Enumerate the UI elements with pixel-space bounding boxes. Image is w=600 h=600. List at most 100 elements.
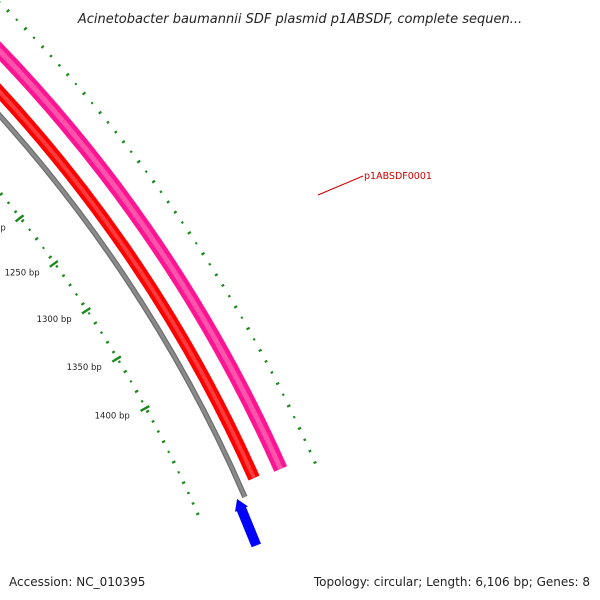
gc-tick	[177, 470, 181, 474]
gc-tick	[308, 449, 312, 453]
gc-tick	[187, 230, 192, 235]
gc-tick	[41, 246, 45, 250]
summary-text: Topology: circular; Length: 6,106 bp; Ge…	[313, 575, 590, 589]
backbone-ring	[0, 113, 247, 498]
position-label: 1350 bp	[67, 363, 102, 373]
gc-tick	[93, 321, 98, 325]
gc-tick	[166, 200, 170, 204]
gc-tick	[151, 179, 156, 184]
gc-tick	[48, 255, 53, 260]
gene-p1ABSDF0001-highlight	[0, 47, 283, 470]
gene-label-leader-line	[317, 175, 364, 196]
gc-content-inner-ticks	[0, 192, 200, 516]
gc-tick	[74, 292, 79, 296]
gc-tick	[194, 241, 198, 245]
accession-text: Accession: NC_010395	[9, 575, 145, 589]
gc-tick	[90, 101, 94, 105]
gc-tick	[0, 192, 4, 196]
gc-tick	[123, 369, 128, 374]
gc-tick	[114, 130, 118, 134]
position-tick	[14, 214, 25, 223]
gc-tick	[81, 91, 87, 96]
gc-tick	[240, 316, 244, 320]
gene-blue-arrow[interactable]	[234, 499, 261, 548]
gc-tick	[34, 236, 39, 241]
gc-tick	[23, 26, 28, 31]
gc-tick	[173, 210, 178, 214]
position-tick	[49, 259, 59, 268]
gc-tick	[252, 337, 256, 341]
gc-tick	[227, 294, 231, 298]
gc-tick	[275, 381, 280, 386]
gc-tick	[313, 460, 317, 465]
gc-content-outer-ticks	[0, 1, 317, 465]
gc-tick	[145, 409, 150, 414]
gc-tick	[55, 264, 59, 268]
gc-tick	[6, 8, 10, 13]
gc-tick	[99, 331, 104, 335]
gc-tick	[297, 426, 302, 431]
gc-tick	[129, 380, 133, 383]
gc-tick	[181, 480, 186, 485]
position-label: 1300 bp	[37, 315, 72, 325]
gc-tick	[246, 326, 251, 331]
gc-tick	[105, 340, 110, 345]
gene-p1ABSDF0001[interactable]	[0, 0, 288, 472]
gc-tick	[68, 283, 72, 287]
gc-tick	[87, 311, 91, 315]
gc-tick	[136, 159, 141, 164]
gc-tick	[129, 150, 133, 154]
gc-tick	[144, 170, 148, 174]
gc-tick	[32, 36, 36, 40]
gc-tick	[117, 360, 122, 364]
gc-tick	[151, 419, 155, 424]
gc-tick	[221, 283, 225, 288]
gc-tick	[61, 273, 66, 278]
gc-tick	[74, 82, 78, 86]
gc-tick	[191, 501, 195, 505]
gc-tick	[6, 201, 11, 205]
gc-tick	[106, 120, 110, 124]
gc-tick	[159, 190, 163, 194]
gc-tick	[258, 348, 263, 353]
gc-tick	[167, 450, 171, 454]
position-label: 1400 bp	[95, 412, 130, 422]
gc-tick	[134, 389, 139, 394]
gc-tick	[171, 460, 176, 464]
gc-tick	[180, 220, 184, 225]
position-label: 1200 bp	[0, 224, 6, 234]
gc-tick	[111, 350, 116, 354]
gc-tick	[200, 251, 206, 256]
map-title: Acinetobacter baumannii SDF plasmid p1AB…	[77, 12, 522, 27]
gc-tick	[28, 228, 32, 232]
position-tick	[81, 307, 92, 315]
gc-tick	[57, 63, 62, 67]
gc-tick	[214, 273, 219, 277]
gc-tick	[303, 438, 307, 442]
gc-tick	[140, 399, 144, 403]
gc-tick	[281, 393, 285, 397]
position-labels: 950 bp1000 bp1050 bp1100 bp1150 bp1200 b…	[0, 224, 130, 422]
gc-tick	[20, 218, 25, 223]
gc-tick	[98, 110, 103, 115]
gc-tick	[161, 439, 166, 444]
gc-tick	[292, 415, 296, 419]
gc-tick	[264, 359, 268, 364]
gc-tick	[15, 18, 19, 22]
gc-tick	[121, 139, 126, 144]
gc-tick	[208, 262, 212, 266]
gene-label-p1ABSDF0001[interactable]: p1ABSDF0001	[364, 171, 432, 182]
gc-tick	[65, 72, 70, 77]
gc-tick	[156, 429, 160, 434]
gc-tick	[80, 302, 85, 306]
gc-tick	[40, 44, 45, 49]
gc-content-major-ticks	[14, 214, 150, 412]
gene-reverse-strand-highlight	[0, 89, 256, 479]
gc-tick	[270, 370, 274, 375]
gc-tick	[186, 491, 191, 495]
position-tick	[139, 405, 150, 412]
position-label: 1250 bp	[5, 269, 40, 279]
gc-tick	[286, 404, 291, 408]
position-tick	[111, 355, 122, 363]
